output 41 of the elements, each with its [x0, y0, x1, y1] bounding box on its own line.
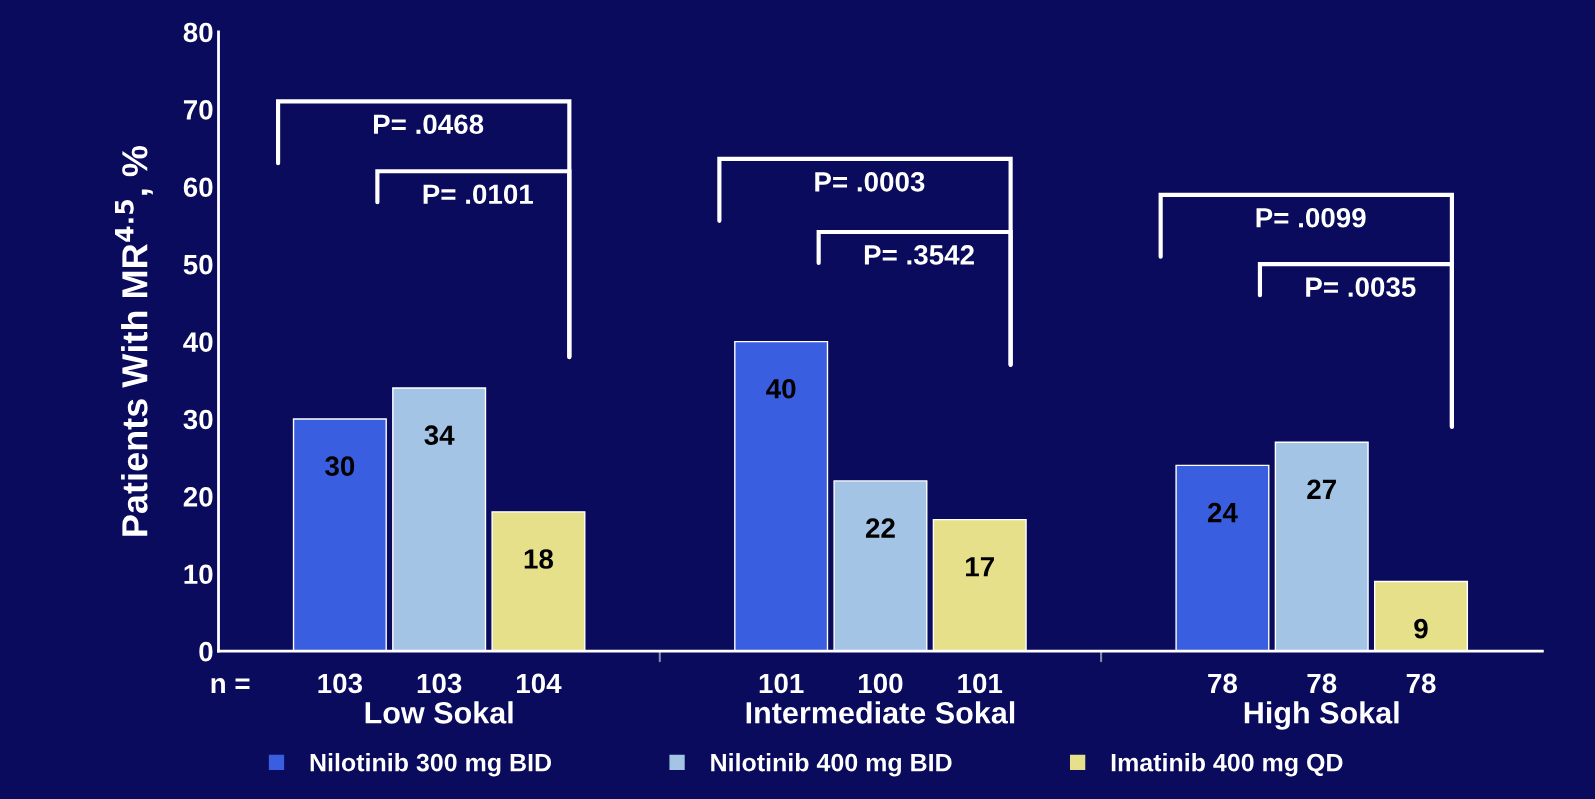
- annotation: P= .0003: [815, 172, 925, 192]
- legend-label: Imatinib 400 mg QD: [1111, 753, 1343, 777]
- text: 103: [318, 673, 363, 694]
- x-tick-label: High Sokal: [1244, 701, 1399, 730]
- data-label: 9: [1414, 618, 1428, 639]
- text: 100: [859, 673, 903, 694]
- data-label: 30: [325, 456, 355, 477]
- text: 78: [1406, 673, 1436, 694]
- y-tick-label: 0: [199, 641, 213, 662]
- text: 101: [759, 673, 804, 694]
- annotation: P= .0099: [1256, 207, 1366, 228]
- y-tick-label: 60: [183, 177, 213, 198]
- data-label: 40: [766, 378, 796, 399]
- x-tick-label: Intermediate Sokal: [746, 701, 1015, 724]
- y-tick-label: 10: [184, 564, 213, 585]
- data-label: 18: [524, 549, 554, 569]
- y-tick-label: 50: [183, 254, 213, 275]
- text: 104: [517, 673, 562, 694]
- legend-label: Nilotinib 300 mg BID: [310, 753, 552, 777]
- text: 103: [417, 673, 462, 694]
- annotation: P= .0101: [423, 184, 533, 205]
- y-tick-label: 70: [183, 100, 213, 120]
- annotation: P= .0468: [373, 114, 484, 135]
- y-tick-label: 20: [183, 487, 213, 507]
- data-label: 22: [865, 518, 895, 538]
- data-label: 27: [1307, 479, 1336, 499]
- y-tick-label: 80: [183, 22, 213, 43]
- data-label: 34: [424, 425, 455, 446]
- data-label: 24: [1207, 502, 1238, 523]
- text: 78: [1307, 673, 1337, 694]
- annotation: P= .3542: [864, 245, 974, 265]
- legend-label: Nilotinib 400 mg BID: [711, 753, 952, 777]
- text: n =: [211, 678, 250, 693]
- annotation: P= .0035: [1306, 277, 1416, 297]
- y-axis-title: Patients With MR$^{4.5}$, %: [114, 145, 153, 536]
- x-tick-label: Low Sokal: [365, 701, 513, 724]
- data-label: 17: [966, 557, 994, 577]
- text: 78: [1208, 673, 1238, 694]
- y-tick-label: 30: [183, 409, 213, 430]
- y-tick-label: 40: [183, 332, 213, 352]
- text: 101: [958, 673, 1003, 694]
